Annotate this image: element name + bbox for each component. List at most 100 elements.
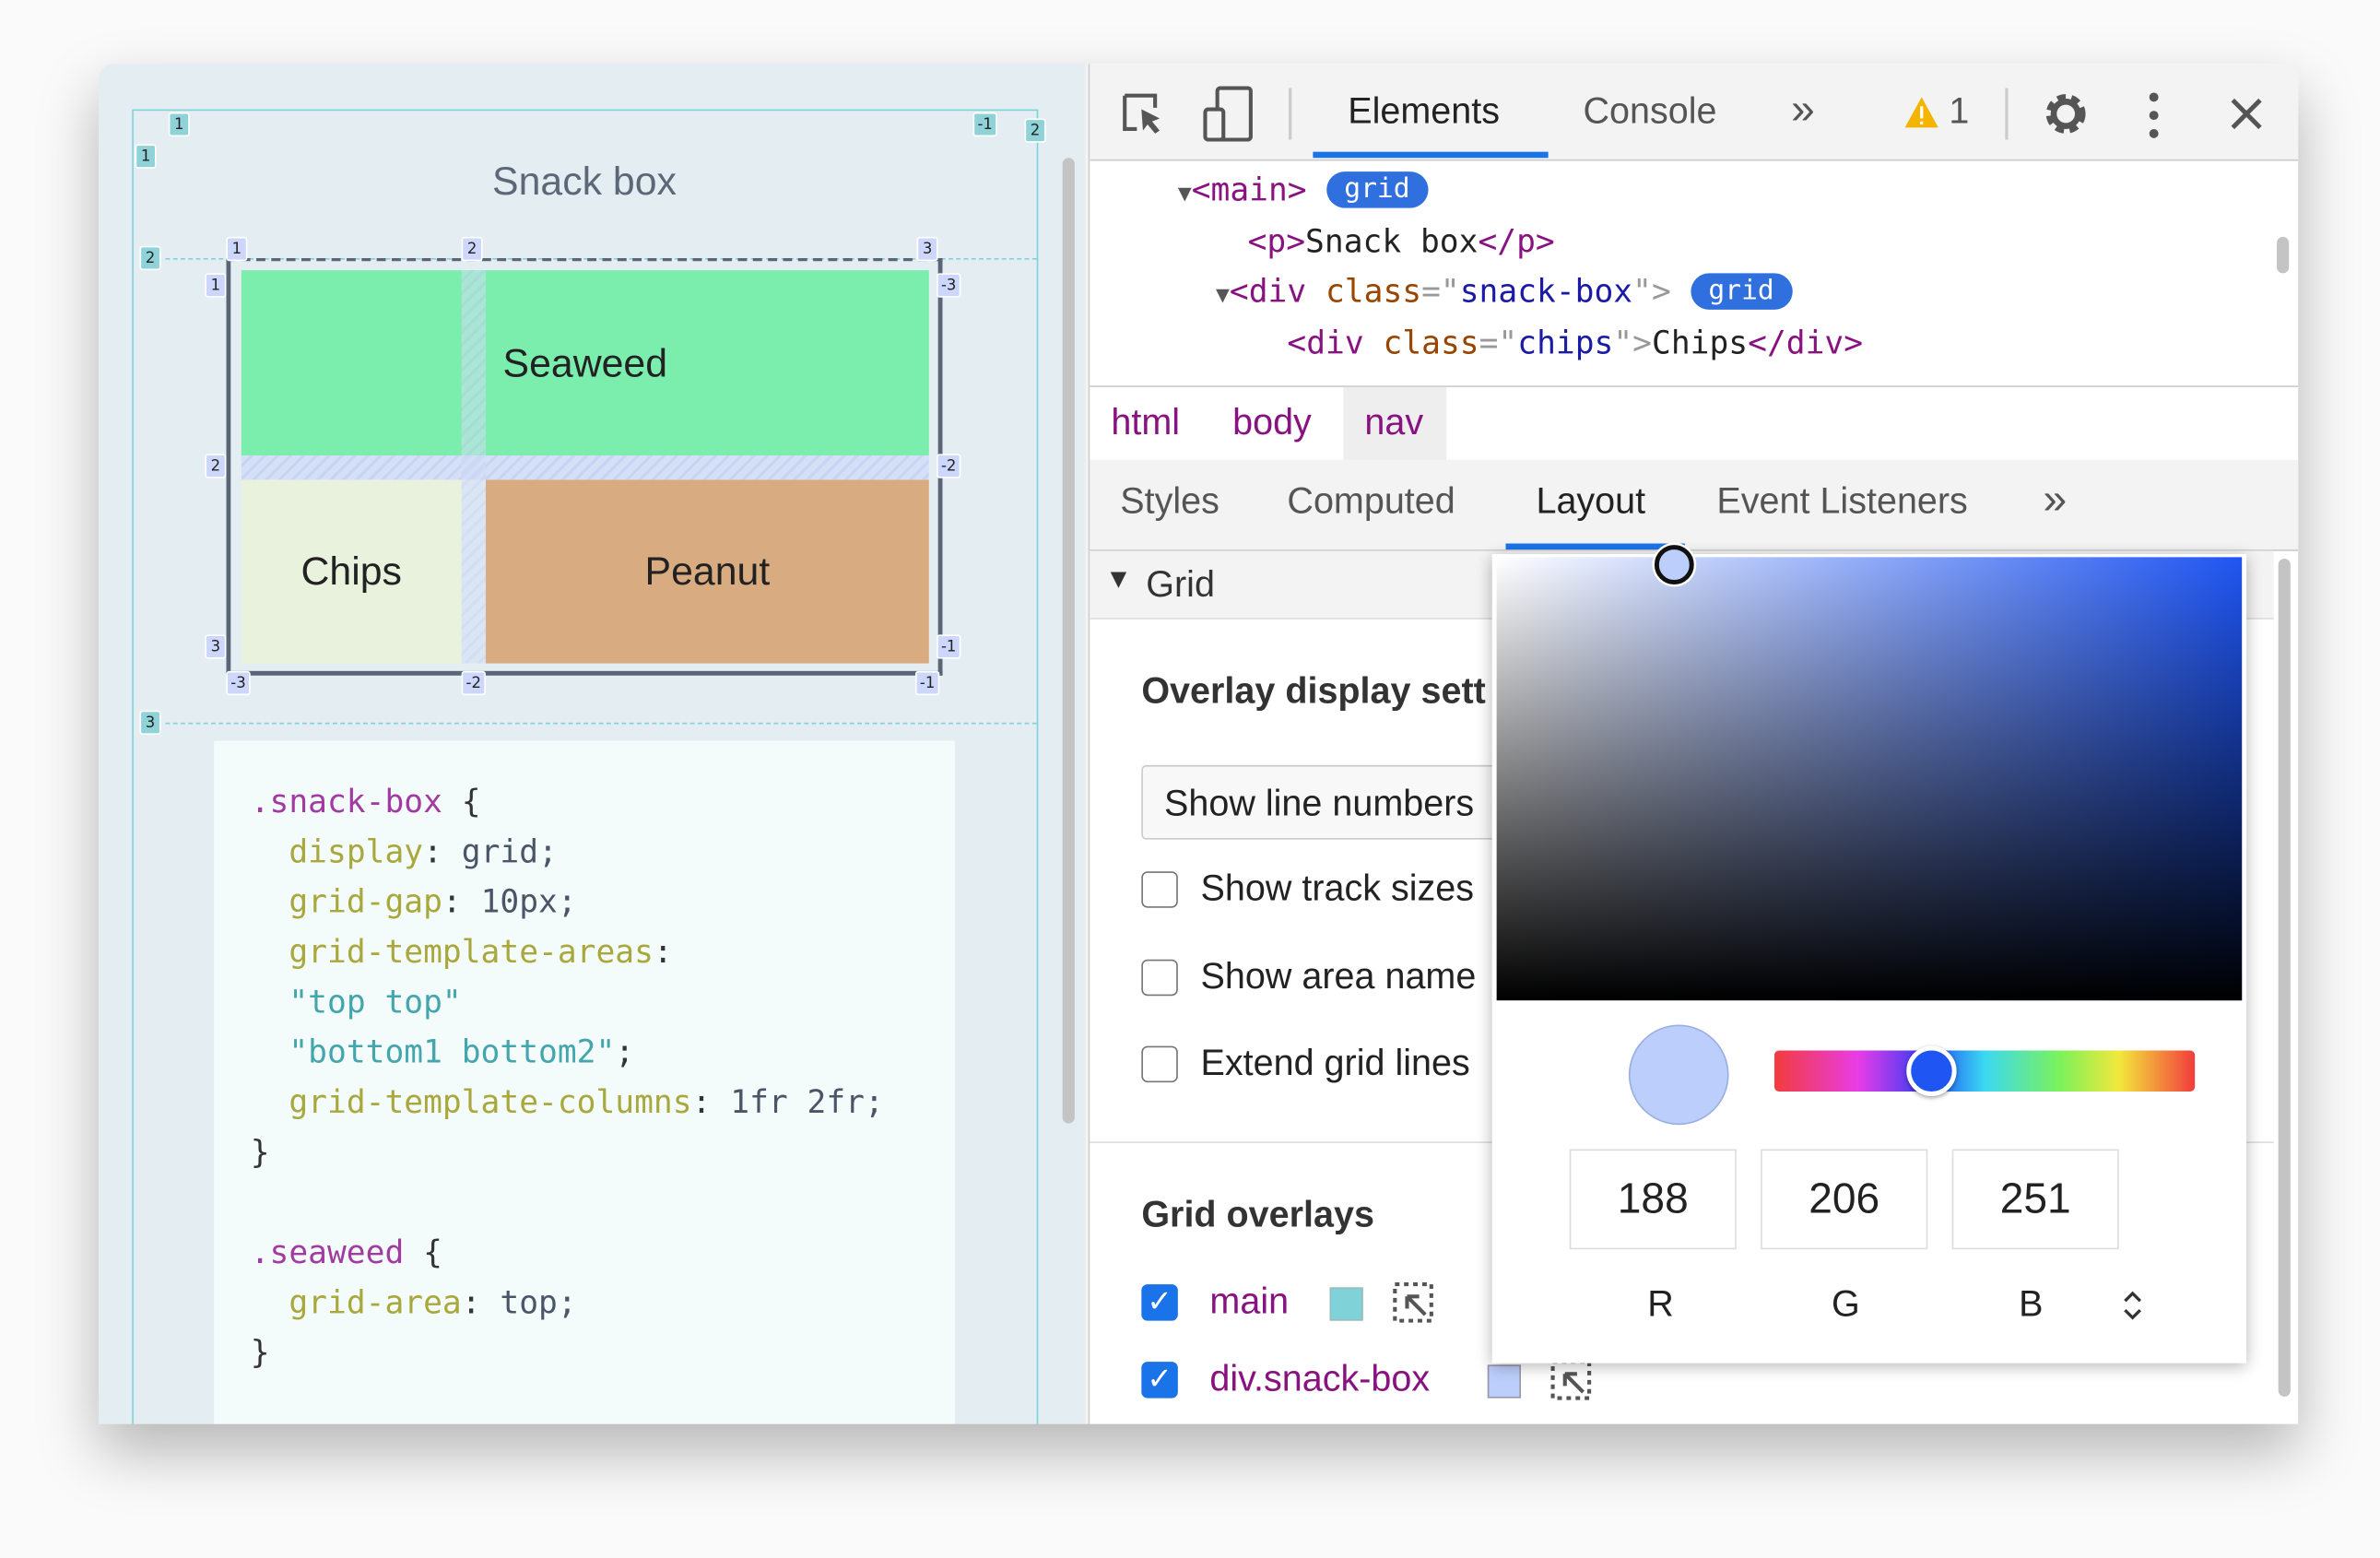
- grid-line: [165, 722, 1037, 725]
- row-label: 3: [205, 634, 227, 659]
- col-label: 3: [916, 236, 938, 262]
- warning-icon[interactable]: [1903, 94, 1940, 131]
- dom-node-snack-box[interactable]: ▼<div class="snack-box"> grid: [1216, 273, 1793, 310]
- peanut-cell: Peanut: [485, 479, 929, 664]
- row-label: -1: [937, 634, 961, 659]
- main-col-label: 1: [168, 112, 190, 137]
- active-subtab-indicator: [1505, 543, 1685, 550]
- page-preview: 1 -1 2 1 2 3 Snack box Seaweed Chips Pea…: [99, 64, 1086, 1424]
- device-toolbar-icon[interactable]: [1202, 85, 1254, 143]
- show-track-sizes-label[interactable]: Show track sizes: [1200, 868, 1475, 910]
- close-icon[interactable]: [2230, 97, 2263, 130]
- toolbar-divider: [2005, 88, 2009, 140]
- dom-node-main[interactable]: ▼<main> grid: [1178, 171, 1429, 208]
- hue-slider[interactable]: [1773, 1050, 2196, 1092]
- main-row-label: 3: [139, 710, 161, 736]
- collapse-triangle-icon[interactable]: ▼: [1104, 562, 1133, 594]
- highlight-element-icon[interactable]: [1392, 1281, 1434, 1324]
- snack-box-overlay-label[interactable]: div.snack-box: [1209, 1358, 1431, 1400]
- sidebar-tabs: Styles Computed Layout Event Listeners »: [1090, 459, 2299, 551]
- breadcrumb: html body nav: [1090, 385, 2299, 462]
- column-gap: [461, 270, 486, 664]
- show-track-sizes-checkbox[interactable]: [1141, 871, 1178, 908]
- main-overlay-label[interactable]: main: [1209, 1281, 1290, 1323]
- red-input[interactable]: 188: [1569, 1149, 1737, 1250]
- tab-console[interactable]: Console: [1583, 90, 1717, 133]
- grid-badge[interactable]: grid: [1325, 171, 1429, 208]
- css-code-block: .snack-box { display: grid; grid-gap: 10…: [214, 740, 955, 1424]
- grid-section-title: Grid: [1146, 564, 1215, 607]
- toolbar-divider: [1289, 88, 1292, 140]
- breadcrumb-body[interactable]: body: [1232, 402, 1312, 443]
- red-label: R: [1647, 1284, 1674, 1326]
- format-toggle-icon[interactable]: [2122, 1289, 2143, 1322]
- col-label: 2: [461, 236, 483, 262]
- warning-count[interactable]: 1: [1949, 90, 1970, 133]
- col-label: -2: [461, 670, 486, 696]
- dom-tree: ▼<main> grid <p>Snack box</p> ▼<div clas…: [1090, 160, 2274, 386]
- select-value: Show line numbers: [1164, 783, 1475, 825]
- main-overlay-color-swatch[interactable]: [1329, 1287, 1363, 1321]
- chips-label: Chips: [300, 548, 402, 594]
- chips-cell: Chips: [241, 479, 462, 664]
- dom-node-p[interactable]: <p>Snack box</p>: [1247, 223, 1555, 260]
- dom-scrollbar[interactable]: [2277, 236, 2290, 274]
- dom-node-chips[interactable]: <div class="chips">Chips</div>: [1287, 325, 1864, 361]
- devtools-panel: Elements Console » 1 ▼<main> grid <p>Sna…: [1088, 64, 2299, 1424]
- inspect-element-icon[interactable]: [1120, 91, 1169, 140]
- page-scrollbar[interactable]: [1062, 158, 1075, 1124]
- line-numbers-select[interactable]: Show line numbers: [1141, 764, 1537, 840]
- blue-input[interactable]: 251: [1951, 1149, 2119, 1250]
- tab-computed[interactable]: Computed: [1287, 481, 1455, 523]
- main-row-label: 1: [135, 144, 157, 169]
- blue-label: B: [2019, 1284, 2044, 1326]
- more-options-icon[interactable]: [2148, 91, 2160, 140]
- devtools-toolbar: Elements Console » 1: [1090, 64, 2299, 161]
- tab-layout[interactable]: Layout: [1536, 481, 1646, 523]
- hue-slider-thumb[interactable]: [1906, 1045, 1957, 1096]
- col-label: -3: [226, 670, 251, 696]
- row-label: 1: [205, 273, 227, 298]
- page-title: Snack box: [492, 158, 677, 204]
- grid-overlays-heading: Grid overlays: [1141, 1194, 1374, 1236]
- extend-grid-lines-label[interactable]: Extend grid lines: [1200, 1043, 1470, 1084]
- snack-box-overlay-checkbox[interactable]: ✓: [1141, 1362, 1178, 1399]
- current-color-swatch: [1628, 1024, 1729, 1126]
- tab-elements[interactable]: Elements: [1348, 90, 1501, 133]
- main-col-label: 2: [1024, 118, 1046, 143]
- green-input[interactable]: 206: [1761, 1149, 1928, 1250]
- show-area-names-checkbox[interactable]: [1141, 959, 1178, 997]
- settings-gear-icon[interactable]: [2042, 89, 2091, 138]
- tab-event-listeners[interactable]: Event Listeners: [1716, 481, 1968, 523]
- green-label: G: [1832, 1284, 1860, 1326]
- grid-badge[interactable]: grid: [1690, 273, 1793, 310]
- breadcrumb-html[interactable]: html: [1111, 402, 1181, 443]
- highlight-element-icon[interactable]: [1549, 1359, 1592, 1401]
- active-tab-indicator: [1313, 151, 1549, 159]
- more-subtabs-chevron-icon[interactable]: »: [2043, 475, 2068, 523]
- extend-grid-lines-checkbox[interactable]: [1141, 1045, 1178, 1083]
- row-label: 2: [205, 454, 227, 478]
- more-tabs-chevron-icon[interactable]: »: [1791, 85, 1815, 133]
- tab-styles[interactable]: Styles: [1120, 481, 1219, 523]
- breadcrumb-nav-bg: [1343, 386, 1447, 460]
- show-area-names-label[interactable]: Show area name: [1200, 956, 1477, 997]
- row-label: -3: [937, 273, 961, 298]
- color-selector-handle[interactable]: [1654, 545, 1694, 584]
- color-picker: 188 206 251 R G B: [1491, 545, 2247, 1363]
- seaweed-label: Seaweed: [502, 339, 668, 385]
- snack-box-overlay-color-swatch[interactable]: [1487, 1364, 1521, 1399]
- saturation-value-area[interactable]: [1496, 557, 2243, 1001]
- main-grid-overlay: [132, 109, 1039, 1424]
- main-col-label: -1: [972, 112, 997, 137]
- layout-scrollbar[interactable]: [2278, 558, 2291, 1397]
- breadcrumb-nav[interactable]: nav: [1364, 402, 1424, 443]
- main-row-label: 2: [139, 245, 161, 271]
- main-overlay-checkbox[interactable]: ✓: [1141, 1284, 1178, 1321]
- row-label: -2: [937, 454, 961, 478]
- row-gap: [241, 455, 929, 480]
- browser-window: 1 -1 2 1 2 3 Snack box Seaweed Chips Pea…: [99, 64, 2299, 1424]
- seaweed-cell: Seaweed: [241, 270, 929, 456]
- peanut-label: Peanut: [644, 548, 771, 594]
- overlay-settings-heading: Overlay display sett: [1141, 670, 1486, 713]
